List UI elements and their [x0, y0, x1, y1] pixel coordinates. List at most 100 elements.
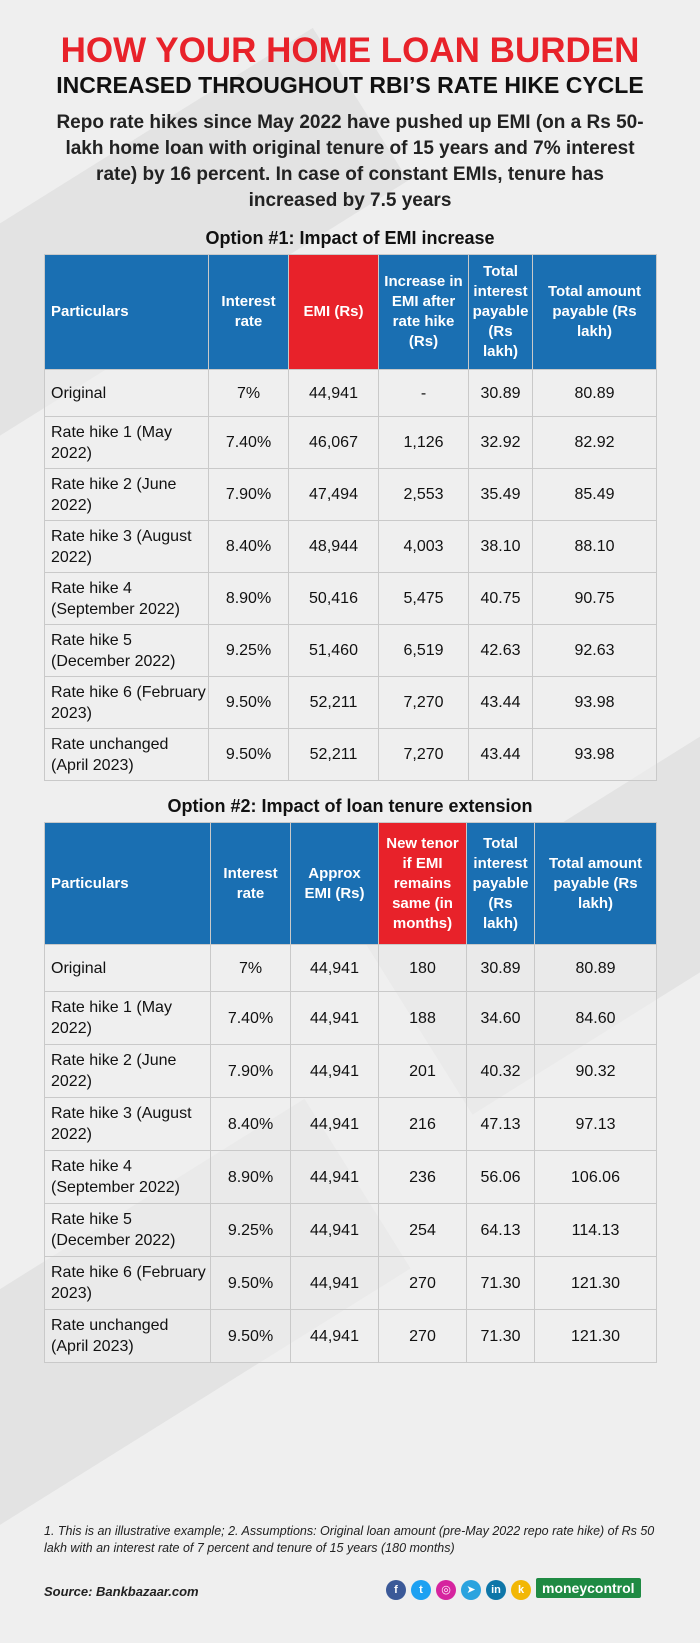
- table-cell: 92.63: [532, 624, 657, 677]
- table-row: Rate unchanged (April 2023) 9.50% 44,941 27…: [44, 1309, 657, 1363]
- table-cell: 44,941: [290, 1097, 379, 1151]
- column-header: EMI (Rs): [288, 254, 379, 370]
- table-row: Original 7% 44,941 180 30.89 80.89: [44, 944, 657, 992]
- telegram-icon: ➤: [461, 1580, 481, 1600]
- column-header: Interest rate: [210, 822, 291, 945]
- row-label: Rate hike 2 (June 2022): [44, 1044, 211, 1098]
- table-cell: 44,941: [290, 991, 379, 1045]
- row-label: Rate hike 5 (December 2022): [44, 1203, 211, 1257]
- table-cell: 71.30: [466, 1256, 535, 1310]
- table-cell: 56.06: [466, 1150, 535, 1204]
- table-cell: 254: [378, 1203, 467, 1257]
- table-cell: 40.75: [468, 572, 533, 625]
- source-credit: Source: Bankbazaar.com: [44, 1584, 199, 1599]
- row-label: Rate hike 1 (May 2022): [44, 991, 211, 1045]
- row-label: Rate hike 3 (August 2022): [44, 520, 209, 573]
- table-cell: 9.25%: [208, 624, 289, 677]
- row-label: Rate unchanged (April 2023): [44, 1309, 211, 1363]
- row-label: Rate hike 5 (December 2022): [44, 624, 209, 677]
- table-cell: 236: [378, 1150, 467, 1204]
- table-cell: 180: [378, 944, 467, 992]
- table-cell: 90.32: [534, 1044, 657, 1098]
- page-subtitle: INCREASED THROUGHOUT RBI’S RATE HIKE CYC…: [56, 72, 644, 98]
- instagram-icon: ◎: [436, 1580, 456, 1600]
- column-header: Total amount payable (Rs lakh): [532, 254, 657, 370]
- table-cell: 7,270: [378, 676, 469, 729]
- facebook-icon: f: [386, 1580, 406, 1600]
- table-cell: 84.60: [534, 991, 657, 1045]
- intro-text: Repo rate hikes since May 2022 have push…: [56, 112, 644, 211]
- table-cell: 51,460: [288, 624, 379, 677]
- table-cell: 270: [378, 1256, 467, 1310]
- table-cell: 71.30: [466, 1309, 535, 1363]
- table-row: Rate unchanged (April 2023) 9.50% 52,211 7,…: [44, 728, 657, 781]
- table-row: Rate hike 3 (August 2022) 8.40% 44,941 216 4…: [44, 1097, 657, 1151]
- column-header: Particulars: [44, 822, 211, 945]
- table-cell: 7.40%: [210, 991, 291, 1045]
- table-cell: 44,941: [288, 369, 379, 417]
- koo-icon: k: [511, 1580, 531, 1600]
- table-cell: 43.44: [468, 676, 533, 729]
- table-cell: 7.90%: [208, 468, 289, 521]
- table-cell: 9.50%: [210, 1309, 291, 1363]
- table-cell: 93.98: [532, 728, 657, 781]
- table-cell: 7.90%: [210, 1044, 291, 1098]
- column-header: Approx EMI (Rs): [290, 822, 379, 945]
- table-cell: 80.89: [532, 369, 657, 417]
- twitter-icon: t: [411, 1580, 431, 1600]
- row-label: Rate hike 6 (February 2023): [44, 676, 209, 729]
- column-header: Total interest payable (Rs lakh): [468, 254, 533, 370]
- table-cell: 32.92: [468, 416, 533, 469]
- table-cell: 85.49: [532, 468, 657, 521]
- row-label: Rate hike 6 (February 2023): [44, 1256, 211, 1310]
- table-cell: 9.50%: [208, 728, 289, 781]
- table-cell: 80.89: [534, 944, 657, 992]
- row-label: Rate hike 4 (September 2022): [44, 572, 209, 625]
- row-label: Rate hike 1 (May 2022): [44, 416, 209, 469]
- table-row: Rate hike 1 (May 2022) 7.40% 44,941 188 34.6…: [44, 991, 657, 1045]
- table-cell: 34.60: [466, 991, 535, 1045]
- row-label: Original: [44, 369, 209, 417]
- table-cell: 40.32: [466, 1044, 535, 1098]
- table-cell: 9.50%: [210, 1256, 291, 1310]
- table-cell: 44,941: [290, 1309, 379, 1363]
- table-cell: 46,067: [288, 416, 379, 469]
- table-cell: 5,475: [378, 572, 469, 625]
- table-cell: 2,553: [378, 468, 469, 521]
- table-cell: 44,941: [290, 1203, 379, 1257]
- table-cell: 6,519: [378, 624, 469, 677]
- table-row: Rate hike 5 (December 2022) 9.25% 51,460 6,…: [44, 624, 657, 677]
- row-label: Rate hike 2 (June 2022): [44, 468, 209, 521]
- table-cell: 97.13: [534, 1097, 657, 1151]
- table-cell: 106.06: [534, 1150, 657, 1204]
- table-cell: 201: [378, 1044, 467, 1098]
- table-cell: 48,944: [288, 520, 379, 573]
- table-cell: 7.40%: [208, 416, 289, 469]
- table-cell: 44,941: [290, 1150, 379, 1204]
- table-row: Rate hike 4 (September 2022) 8.90% 44,941 2…: [44, 1150, 657, 1204]
- table-cell: 88.10: [532, 520, 657, 573]
- table-cell: 9.25%: [210, 1203, 291, 1257]
- table-cell: -: [378, 369, 469, 417]
- table-cell: 8.40%: [210, 1097, 291, 1151]
- table-cell: 1,126: [378, 416, 469, 469]
- table-cell: 93.98: [532, 676, 657, 729]
- row-label: Rate hike 3 (August 2022): [44, 1097, 211, 1151]
- table-row: Rate hike 2 (June 2022) 7.90% 47,494 2,553 3…: [44, 468, 657, 521]
- row-label: Original: [44, 944, 211, 992]
- table-cell: 8.90%: [210, 1150, 291, 1204]
- column-header: New tenor if EMI remains same (in months…: [378, 822, 467, 945]
- column-header: Total interest payable (Rs lakh): [466, 822, 535, 945]
- linkedin-icon: in: [486, 1580, 506, 1600]
- table-cell: 35.49: [468, 468, 533, 521]
- table-cell: 43.44: [468, 728, 533, 781]
- column-header: Interest rate: [208, 254, 289, 370]
- table-cell: 52,211: [288, 728, 379, 781]
- table-cell: 121.30: [534, 1309, 657, 1363]
- table-cell: 30.89: [468, 369, 533, 417]
- table2-title: Option #2: Impact of loan tenure extensi…: [167, 796, 533, 816]
- table-cell: 50,416: [288, 572, 379, 625]
- column-header: Total amount payable (Rs lakh): [534, 822, 657, 945]
- table-cell: 8.90%: [208, 572, 289, 625]
- table-cell: 82.92: [532, 416, 657, 469]
